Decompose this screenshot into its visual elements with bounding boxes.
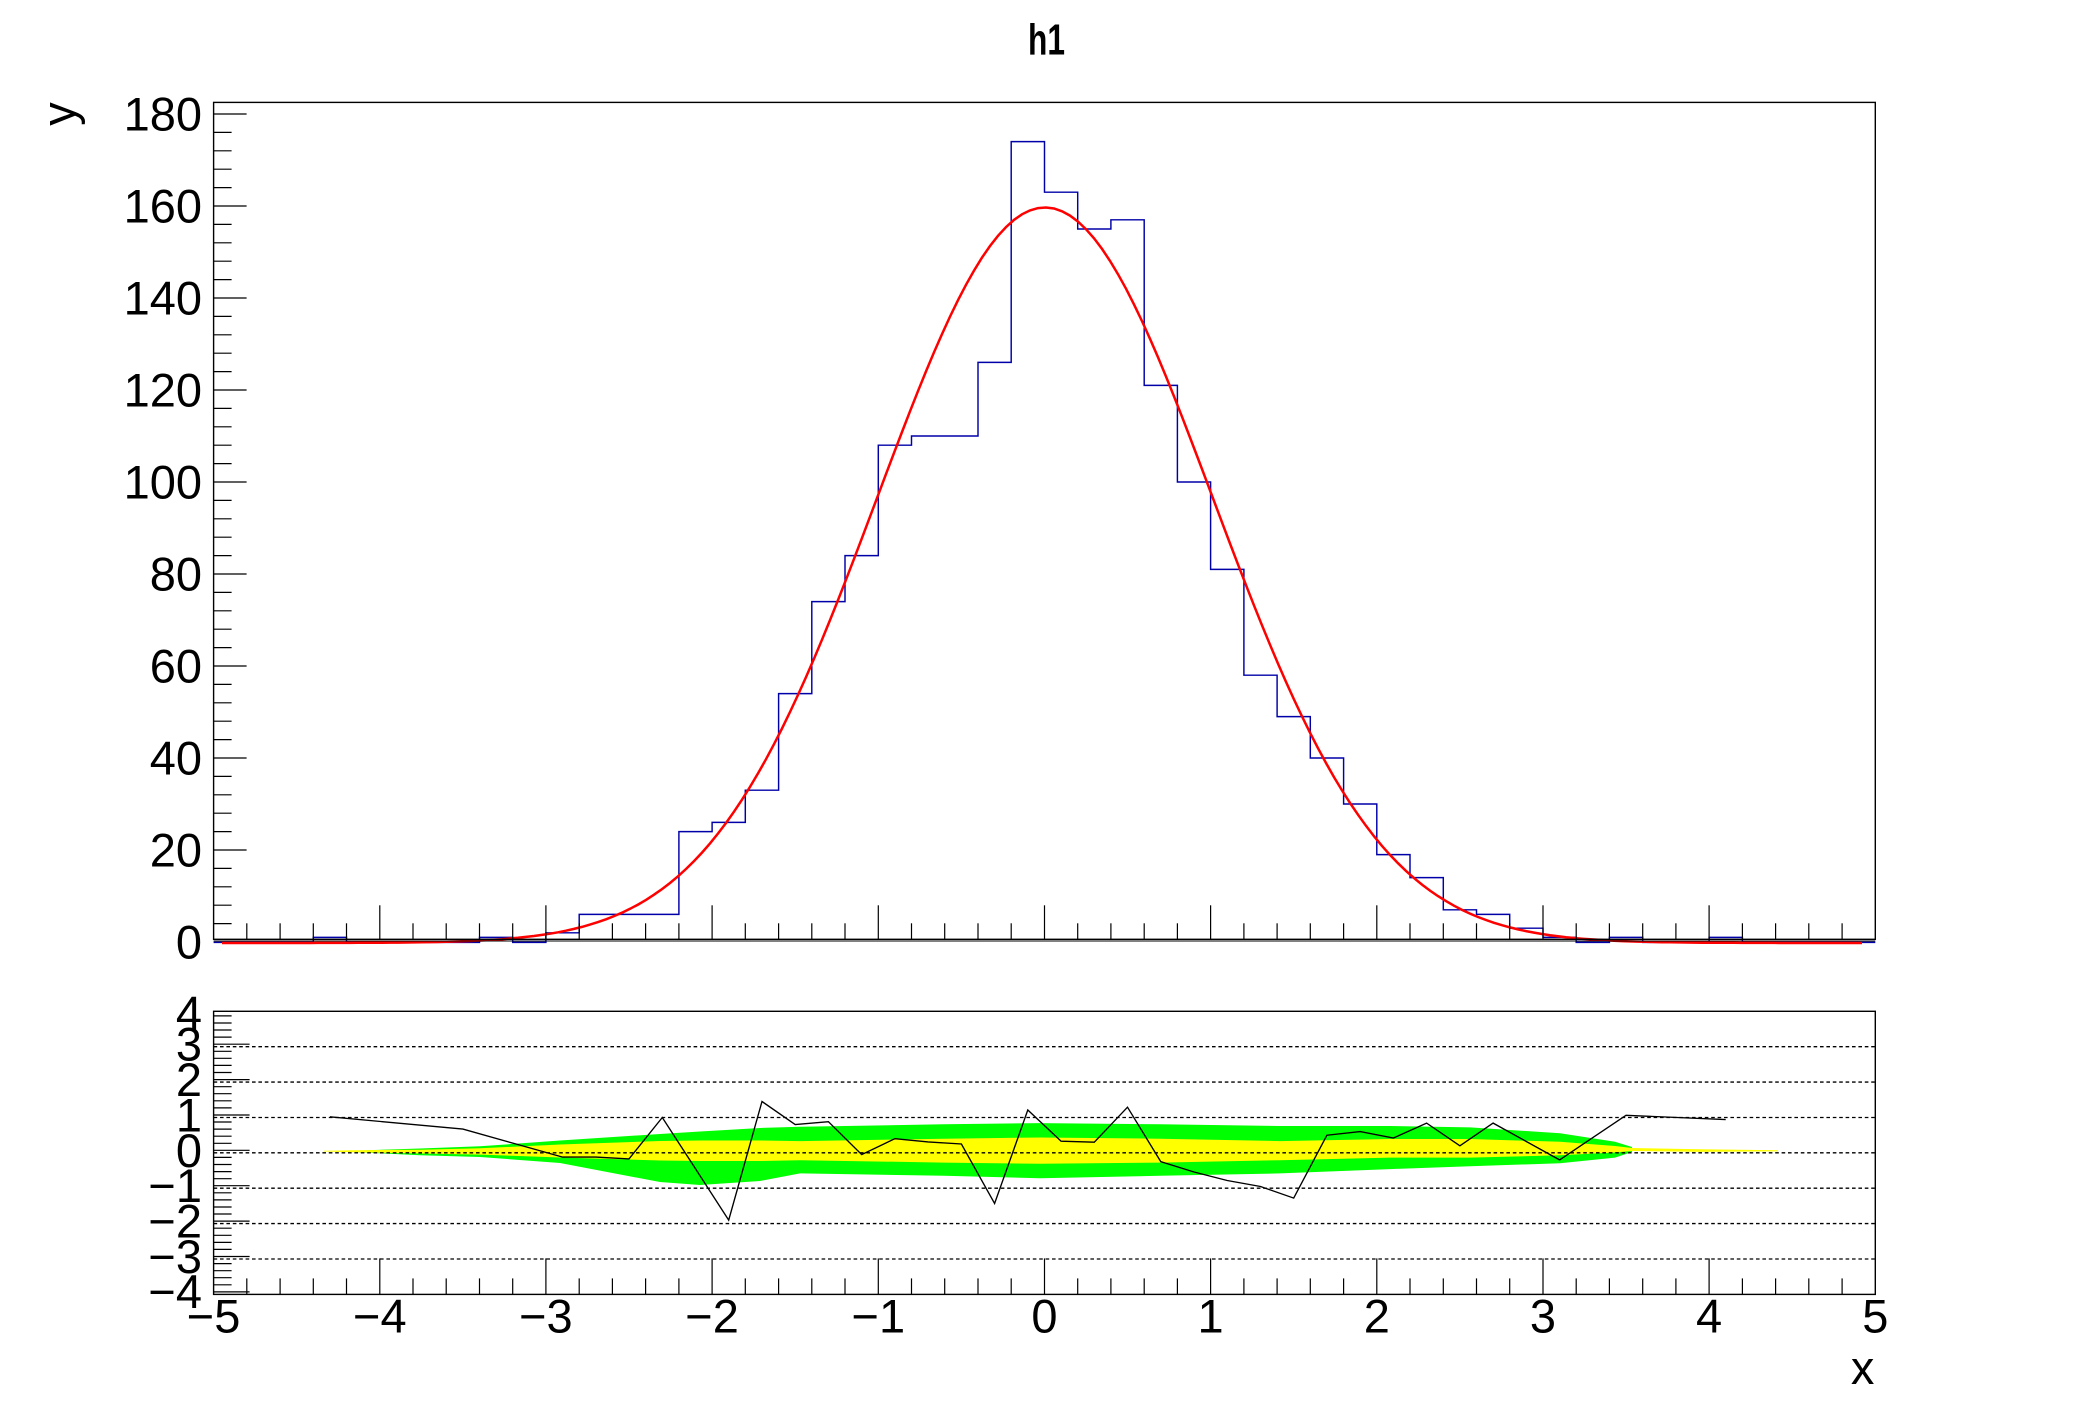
svg-text:160: 160: [124, 180, 202, 233]
svg-text:4: 4: [1696, 1290, 1722, 1343]
svg-text:100: 100: [124, 456, 202, 509]
svg-text:−3: −3: [148, 1230, 202, 1283]
svg-text:120: 120: [124, 364, 202, 417]
svg-text:140: 140: [124, 272, 202, 325]
svg-text:h1: h1: [1028, 16, 1065, 65]
svg-text:80: 80: [150, 548, 202, 601]
svg-text:−4: −4: [353, 1290, 407, 1343]
svg-text:−1: −1: [852, 1290, 906, 1343]
svg-text:5: 5: [1862, 1290, 1888, 1343]
svg-text:180: 180: [124, 88, 202, 141]
svg-text:−4: −4: [148, 1265, 202, 1318]
svg-text:3: 3: [1530, 1290, 1556, 1343]
svg-text:−3: −3: [519, 1290, 573, 1343]
svg-text:3: 3: [176, 1018, 202, 1071]
svg-text:40: 40: [150, 732, 202, 785]
svg-text:y: y: [32, 102, 85, 126]
svg-text:1: 1: [1198, 1290, 1224, 1343]
svg-text:−1: −1: [148, 1159, 202, 1212]
svg-text:−5: −5: [187, 1290, 241, 1343]
svg-text:60: 60: [150, 640, 202, 693]
svg-text:−2: −2: [685, 1290, 739, 1343]
svg-text:−2: −2: [148, 1195, 202, 1248]
svg-text:0: 0: [1031, 1290, 1057, 1343]
svg-text:2: 2: [1364, 1290, 1390, 1343]
svg-text:4: 4: [176, 986, 202, 1039]
svg-text:x: x: [1851, 1341, 1875, 1394]
svg-text:2: 2: [176, 1053, 202, 1106]
svg-text:1: 1: [176, 1089, 202, 1142]
svg-text:0: 0: [176, 1124, 202, 1177]
svg-text:0: 0: [176, 916, 202, 969]
svg-text:20: 20: [150, 824, 202, 877]
